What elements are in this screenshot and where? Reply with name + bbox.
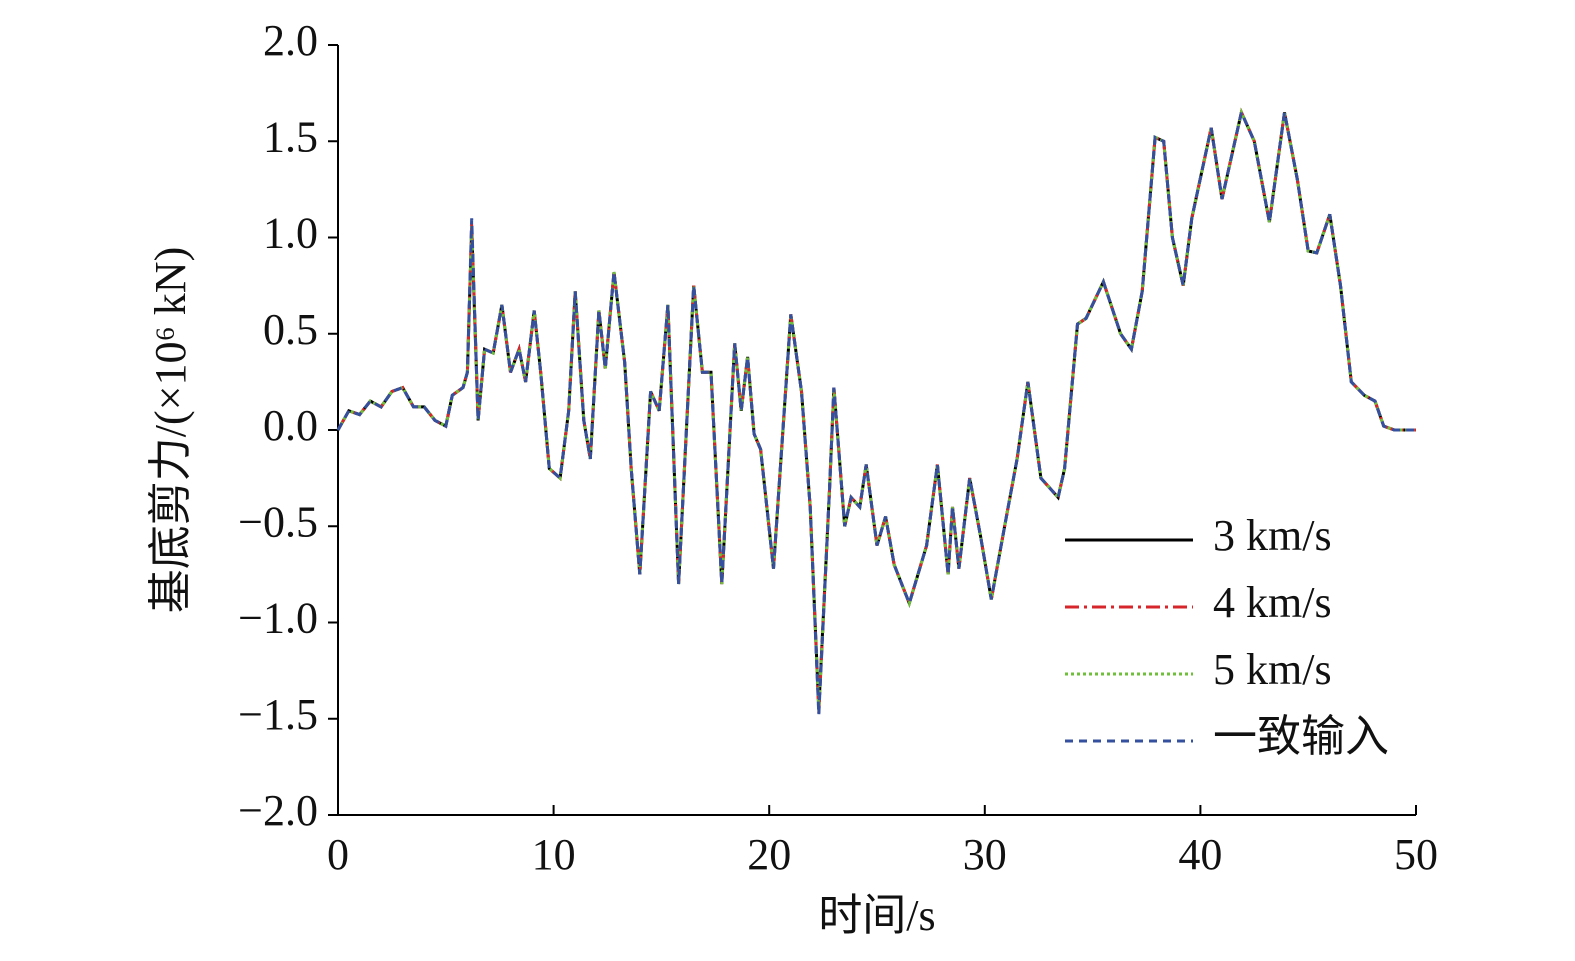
legend-label: 4 km/s [1213,578,1332,627]
y-tick-label: 1.5 [263,112,318,161]
legend-label: 3 km/s [1213,511,1332,560]
x-tick-label: 30 [963,830,1007,879]
series-line [336,107,1416,712]
series-line [336,107,1416,715]
legend-label: 5 km/s [1213,645,1332,694]
y-tick-label: 1.0 [263,209,318,258]
y-tick-label: −2.0 [238,786,318,835]
x-tick-label: 0 [327,830,349,879]
x-tick-label: 40 [1178,830,1222,879]
x-tick-label: 10 [532,830,576,879]
x-tick-label: 50 [1394,830,1438,879]
y-axis-label: 基底剪力/(×10⁶ kN) [146,247,195,613]
y-tick-label: 0.5 [263,305,318,354]
y-tick-label: −1.5 [238,690,318,739]
y-tick-label: 0.0 [263,401,318,450]
x-tick-label: 20 [747,830,791,879]
y-tick-label: 2.0 [263,16,318,65]
y-tick-label: −0.5 [238,497,318,546]
y-tick-label: −1.0 [238,594,318,643]
x-axis-label: 时间/s [818,891,935,940]
legend-label: 一致输入 [1213,712,1389,761]
